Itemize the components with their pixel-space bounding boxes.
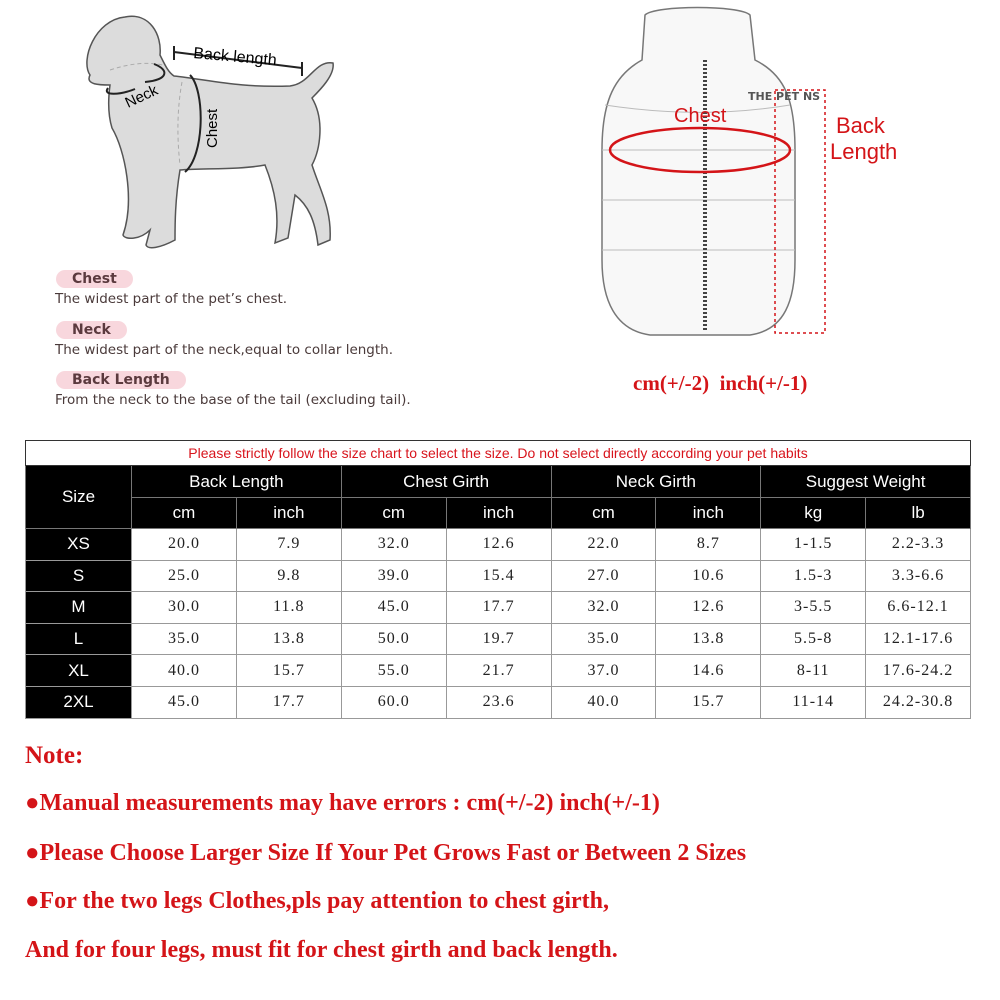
value-cell: 20.0 <box>131 528 237 561</box>
table-caption: Please strictly follow the size chart to… <box>25 440 971 466</box>
value-cell: 40.0 <box>550 685 657 719</box>
vest-back-label: Back <box>836 113 885 138</box>
value-cell: 12.6 <box>445 528 552 561</box>
value-cell: 1-1.5 <box>760 528 867 561</box>
value-cell: 11.8 <box>235 591 342 624</box>
value-cell: 23.6 <box>445 685 552 719</box>
value-cell: 2.2-3.3 <box>865 528 971 561</box>
value-cell: 40.0 <box>131 654 237 687</box>
value-cell: 8-11 <box>760 654 867 687</box>
value-cell: 45.0 <box>340 591 447 624</box>
vest-length-label: Length <box>830 139 898 164</box>
group-header: Chest Girth <box>340 465 552 498</box>
chest-label: Chest <box>204 108 221 148</box>
group-header: Back Length <box>131 465 342 498</box>
note-item: ●Manual measurements may have errors : c… <box>25 790 660 816</box>
value-cell: 39.0 <box>340 559 447 593</box>
neck-definition: The widest part of the neck,equal to col… <box>55 342 394 358</box>
value-cell: 1.5-3 <box>760 559 867 593</box>
size-table: Please strictly follow the size chart to… <box>25 440 971 719</box>
unit-header: inch <box>235 497 342 529</box>
value-cell: 19.7 <box>445 622 552 656</box>
value-cell: 15.4 <box>445 559 552 593</box>
back-length-label: Back length <box>193 45 278 69</box>
group-header: Suggest Weight <box>760 465 971 498</box>
unit-header: cm <box>550 497 657 529</box>
value-cell: 12.6 <box>655 591 762 624</box>
note-title: Note: <box>25 742 84 769</box>
size-cell: M <box>25 591 132 624</box>
value-cell: 3.3-6.6 <box>865 559 971 593</box>
chest-definition: The widest part of the pet’s chest. <box>55 291 288 307</box>
size-header: Size <box>25 465 132 529</box>
value-cell: 15.7 <box>235 654 342 687</box>
size-cell: XL <box>25 654 132 687</box>
value-cell: 32.0 <box>340 528 447 561</box>
size-cell: XS <box>25 528 132 561</box>
dog-measurement-illustration: Back length Neck Chest <box>86 15 334 249</box>
value-cell: 12.1-17.6 <box>865 622 971 656</box>
unit-header: inch <box>445 497 552 529</box>
value-cell: 22.0 <box>550 528 657 561</box>
size-cell: S <box>25 559 132 593</box>
vest-logo: THE PET NS <box>748 90 820 103</box>
table-row: XS 20.0 7.9 32.0 12.6 22.0 8.7 1-1.5 2.2-3.3 <box>25 528 971 561</box>
value-cell: 55.0 <box>340 654 447 687</box>
table-row: XL 40.0 15.7 55.0 21.7 37.0 14.6 8-11 17.6-24.2 <box>25 654 971 687</box>
value-cell: 14.6 <box>655 654 762 687</box>
table-row: L 35.0 13.8 50.0 19.7 35.0 13.8 5.5-8 12.1-17.6 <box>25 622 971 656</box>
value-cell: 45.0 <box>131 685 237 719</box>
back-length-definition: From the neck to the base of the tail (e… <box>55 392 411 408</box>
value-cell: 17.6-24.2 <box>865 654 971 687</box>
table-row: S 25.0 9.8 39.0 15.4 27.0 10.6 1.5-3 3.3-6.6 <box>25 559 971 593</box>
value-cell: 8.7 <box>655 528 762 561</box>
unit-header: lb <box>865 497 971 529</box>
value-cell: 17.7 <box>445 591 552 624</box>
value-cell: 5.5-8 <box>760 622 867 656</box>
value-cell: 9.8 <box>235 559 342 593</box>
value-cell: 60.0 <box>340 685 447 719</box>
value-cell: 25.0 <box>131 559 237 593</box>
value-cell: 6.6-12.1 <box>865 591 971 624</box>
value-cell: 11-14 <box>760 685 867 719</box>
chest-term: Chest <box>56 270 133 288</box>
table-row: M 30.0 11.8 45.0 17.7 32.0 12.6 3-5.5 6.6-12.1 <box>25 591 971 624</box>
value-cell: 10.6 <box>655 559 762 593</box>
value-cell: 17.7 <box>235 685 342 719</box>
value-cell: 37.0 <box>550 654 657 687</box>
value-cell: 21.7 <box>445 654 552 687</box>
size-cell: L <box>25 622 132 656</box>
value-cell: 13.8 <box>655 622 762 656</box>
value-cell: 32.0 <box>550 591 657 624</box>
value-cell: 30.0 <box>131 591 237 624</box>
unit-header: inch <box>655 497 762 529</box>
note-item: And for four legs, must fit for chest gi… <box>25 937 618 963</box>
note-item: ●For the two legs Clothes,pls pay attent… <box>25 888 610 914</box>
value-cell: 13.8 <box>235 622 342 656</box>
value-cell: 3-5.5 <box>760 591 867 624</box>
vest-chest-label: Chest <box>674 105 727 127</box>
unit-header: cm <box>131 497 237 529</box>
vest-illustration: THE PET NS Chest <box>601 6 826 336</box>
neck-term: Neck <box>56 321 127 339</box>
value-cell: 15.7 <box>655 685 762 719</box>
value-cell: 35.0 <box>131 622 237 656</box>
unit-header: kg <box>760 497 867 529</box>
size-cell: 2XL <box>25 685 132 719</box>
value-cell: 7.9 <box>235 528 342 561</box>
value-cell: 27.0 <box>550 559 657 593</box>
group-header: Neck Girth <box>550 465 762 498</box>
value-cell: 50.0 <box>340 622 447 656</box>
note-item: ●Please Choose Larger Size If Your Pet G… <box>25 840 747 866</box>
value-cell: 35.0 <box>550 622 657 656</box>
back-length-term: Back Length <box>56 371 186 389</box>
value-cell: 24.2-30.8 <box>865 685 971 719</box>
unit-header: cm <box>340 497 447 529</box>
tolerance-text: cm(+/-2) inch(+/-1) <box>633 371 808 395</box>
table-row: 2XL 45.0 17.7 60.0 23.6 40.0 15.7 11-14 24.2-30.… <box>25 685 971 719</box>
